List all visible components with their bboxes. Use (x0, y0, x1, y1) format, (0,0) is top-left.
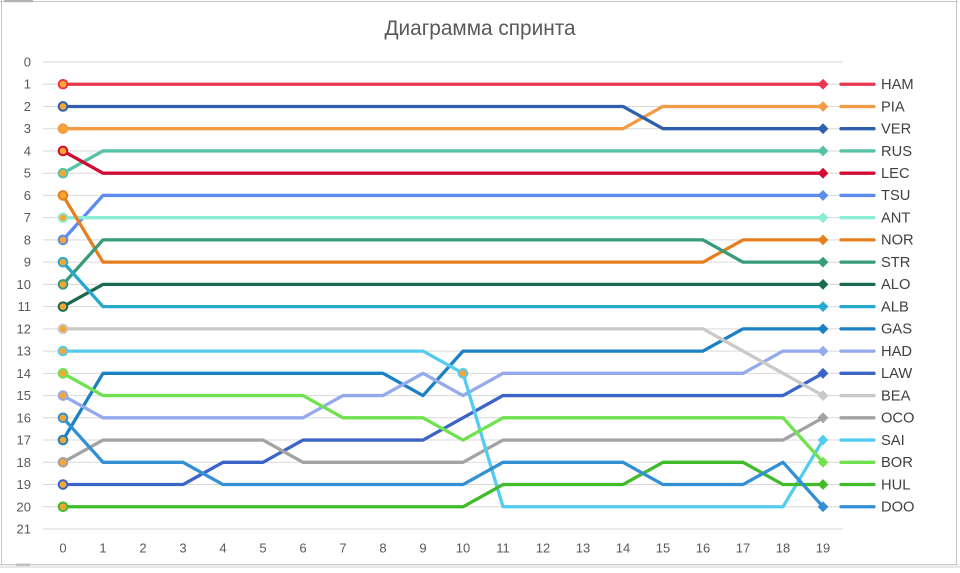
svg-text:7: 7 (24, 210, 31, 225)
svg-text:BOR: BOR (881, 455, 913, 471)
svg-text:15: 15 (656, 541, 670, 556)
svg-text:Диаграмма спринта: Диаграмма спринта (384, 17, 576, 40)
svg-text:RUS: RUS (881, 144, 912, 160)
svg-text:SAI: SAI (881, 433, 905, 449)
svg-text:HAM: HAM (881, 77, 914, 93)
svg-text:12: 12 (536, 541, 550, 556)
svg-text:3: 3 (24, 121, 31, 136)
svg-text:17: 17 (17, 433, 31, 448)
svg-text:12: 12 (17, 321, 31, 336)
svg-text:OCO: OCO (881, 411, 914, 427)
svg-text:1: 1 (99, 541, 106, 556)
svg-text:1: 1 (24, 77, 31, 92)
svg-text:5: 5 (259, 541, 266, 556)
svg-text:9: 9 (419, 541, 426, 556)
svg-text:8: 8 (379, 541, 386, 556)
svg-text:PIA: PIA (881, 99, 905, 115)
svg-text:16: 16 (17, 410, 31, 425)
svg-text:11: 11 (496, 541, 510, 556)
svg-text:STR: STR (881, 255, 910, 271)
svg-text:18: 18 (17, 455, 31, 470)
svg-text:14: 14 (616, 541, 630, 556)
svg-text:3: 3 (179, 541, 186, 556)
svg-text:6: 6 (24, 188, 31, 203)
svg-text:NOR: NOR (881, 233, 914, 249)
svg-text:10: 10 (456, 541, 470, 556)
svg-text:TSU: TSU (881, 188, 910, 204)
svg-text:ANT: ANT (881, 210, 910, 226)
svg-text:4: 4 (24, 143, 31, 158)
svg-text:4: 4 (219, 541, 226, 556)
svg-text:HUL: HUL (881, 477, 910, 493)
svg-text:0: 0 (59, 541, 66, 556)
svg-text:8: 8 (24, 232, 31, 247)
svg-text:19: 19 (816, 541, 830, 556)
svg-text:DOO: DOO (881, 500, 914, 516)
svg-text:7: 7 (339, 541, 346, 556)
svg-text:2: 2 (139, 541, 146, 556)
svg-text:13: 13 (576, 541, 590, 556)
svg-text:2: 2 (24, 99, 31, 114)
svg-text:10: 10 (17, 277, 31, 292)
svg-text:VER: VER (881, 122, 911, 138)
svg-text:HAD: HAD (881, 344, 912, 360)
svg-text:20: 20 (17, 499, 31, 514)
svg-text:6: 6 (299, 541, 306, 556)
svg-text:15: 15 (17, 388, 31, 403)
svg-text:LAW: LAW (881, 366, 912, 382)
svg-text:GAS: GAS (881, 322, 912, 338)
svg-text:11: 11 (18, 299, 32, 314)
svg-text:ALB: ALB (881, 299, 909, 315)
svg-text:18: 18 (776, 541, 790, 556)
svg-text:14: 14 (17, 366, 31, 381)
svg-text:0: 0 (24, 55, 31, 70)
svg-text:BEA: BEA (881, 388, 911, 404)
svg-text:LEC: LEC (881, 166, 910, 182)
svg-text:19: 19 (17, 477, 31, 492)
svg-text:5: 5 (24, 166, 31, 181)
svg-text:17: 17 (736, 541, 750, 556)
svg-text:21: 21 (17, 522, 31, 537)
svg-text:13: 13 (17, 344, 31, 359)
svg-text:9: 9 (24, 255, 31, 270)
svg-text:ALO: ALO (881, 277, 910, 293)
svg-text:16: 16 (696, 541, 710, 556)
